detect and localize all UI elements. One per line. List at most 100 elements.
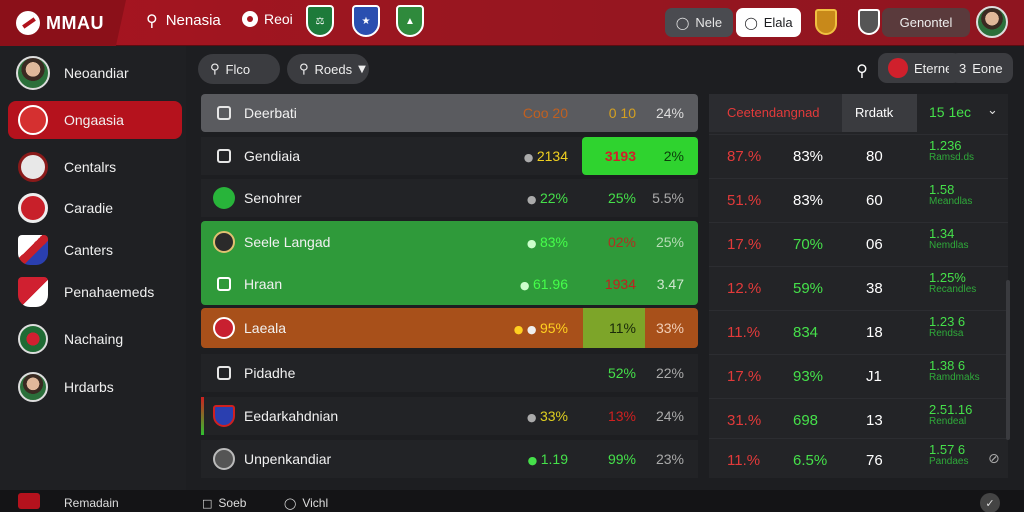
sidebar-item-label: Centalrs <box>64 159 117 175</box>
row-checkbox[interactable] <box>217 366 231 380</box>
ball-icon: ● <box>527 454 541 467</box>
row-indicator <box>201 397 204 435</box>
profile-name: Neoandiar <box>64 65 129 81</box>
stats-row[interactable]: 17.% 70% 06 1.34 Nemdlas <box>709 222 1008 266</box>
filter-icon: ⚲ <box>299 61 309 77</box>
circle-icon: ◯ <box>744 15 758 30</box>
profile-avatar <box>16 56 50 90</box>
ball-icon: ● <box>526 237 540 250</box>
edit-icon[interactable]: ✓ <box>980 493 1000 512</box>
club-crest-icon[interactable] <box>858 9 880 35</box>
stat-sublabel: Rendsa <box>929 328 964 339</box>
stat-value: 1.25% <box>929 270 966 285</box>
row-col3: 33% <box>655 320 684 336</box>
stat-col1: 51.% <box>727 192 762 209</box>
stats-row[interactable]: 11.% 6.5% 76 1.57 6 Pandaes ⊘ <box>709 438 1008 482</box>
table-row[interactable]: Hraan ● 61.96 1934 3.47 <box>201 265 698 303</box>
bottom-item-vichl[interactable]: ◯ Vichl <box>284 496 328 510</box>
sidebar-item-canters[interactable]: Canters <box>8 231 182 269</box>
button-label: Eterne <box>914 60 953 76</box>
row-col3: 25% <box>655 234 684 250</box>
stat-col3: 76 <box>866 452 883 469</box>
stats-row[interactable]: 11.% 834 18 1.23 6 Rendsa <box>709 310 1008 354</box>
stat-col3: 60 <box>866 192 883 209</box>
app-logo[interactable]: MMAU <box>0 0 126 46</box>
sidebar-item-ongaasia[interactable]: Ongaasia <box>8 101 182 139</box>
square-icon: □ <box>202 496 213 510</box>
table-row[interactable]: Eedarkahdnian ● 33% 13% 24% <box>201 397 698 435</box>
stat-value: 1.236 <box>929 138 962 153</box>
sidebar-item-penahaemeds[interactable]: Penahaemeds <box>8 273 182 311</box>
header-cell-bg <box>709 94 842 132</box>
team-crest-icon[interactable]: ★ <box>352 5 380 37</box>
sidebar-profile[interactable]: Neoandiar <box>8 54 182 92</box>
filter-icon: ⚲ <box>210 61 220 77</box>
status-icon <box>213 187 235 209</box>
filter-pill-nele[interactable]: ◯ Nele <box>665 8 733 37</box>
row-col1: ● ● 95% <box>514 320 568 336</box>
eone-button[interactable]: 3 Eone <box>949 53 1013 83</box>
nav-item-label: Reoi <box>264 11 293 27</box>
table-row[interactable]: Laeala ● ● 95% 11% 33% <box>201 308 698 348</box>
club-crest-icon[interactable] <box>815 9 837 35</box>
table-row[interactable]: Gendiaia ● 2134 3193 2% <box>201 137 698 175</box>
row-col1-value: 83% <box>539 234 568 250</box>
stats-row[interactable]: 51.% 83% 60 1.58 Meandlas <box>709 178 1008 222</box>
scroll-down-icon[interactable]: ⊘ <box>988 451 1000 467</box>
team-crest-icon[interactable]: ⚖ <box>306 5 334 37</box>
row-name: Senohrer <box>244 190 302 206</box>
eterne-button[interactable]: Eterne <box>878 53 963 83</box>
sidebar-item-nachaing[interactable]: Nachaing <box>8 320 182 358</box>
stats-row[interactable]: 87.% 83% 80 1.236 Ramsd.ds <box>709 134 1008 178</box>
scrollbar[interactable] <box>1006 280 1010 440</box>
stats-row[interactable]: 12.% 59% 38 1.25% Recandles <box>709 266 1008 310</box>
sidebar-item-centalrs[interactable]: Centalrs <box>8 148 182 186</box>
row-checkbox[interactable] <box>217 277 231 291</box>
sidebar-item-hrdarbs[interactable]: Hrdarbs <box>8 368 182 406</box>
stat-col1: 11.% <box>727 452 761 469</box>
stat-col3: 06 <box>866 236 883 253</box>
filter-button[interactable]: ⚲ Flco <box>198 54 280 84</box>
row-checkbox[interactable] <box>217 149 231 163</box>
ball-icon: ● <box>519 279 533 292</box>
header-col3: 24% <box>655 105 684 121</box>
stat-col1: 87.% <box>727 148 762 165</box>
filter-pill-elala[interactable]: ◯ Elala <box>736 8 801 37</box>
nav-item-reoi[interactable]: Reoi <box>242 11 293 27</box>
row-col1-value: 95% <box>539 320 568 336</box>
chevron-down-icon[interactable]: ⌄ <box>987 103 998 118</box>
header-col3[interactable]: 15 1ec <box>929 104 972 120</box>
table-row[interactable]: Pidadhe 52% 22% <box>201 354 698 392</box>
table-row[interactable]: Unpenkandiar ● 1.19 99% 23% <box>201 440 698 478</box>
team-crest-icon[interactable]: ▲ <box>396 5 424 37</box>
stat-col4: 1.236 Ramsd.ds <box>929 138 974 164</box>
row-col1: ● 83% <box>527 234 568 250</box>
stat-sublabel: Nemdlas <box>929 240 969 251</box>
stat-col1: 11.% <box>727 324 761 341</box>
general-button[interactable]: Genontel <box>882 8 970 37</box>
table-row[interactable]: Seele Langad ● 83% 02% 25% <box>201 223 698 261</box>
rounds-dropdown[interactable]: ⚲ Roeds ▼ <box>287 54 369 84</box>
stats-row[interactable]: 31.% 698 13 2.51.16 Rendeal <box>709 398 1008 442</box>
search-icon[interactable]: ⚲ <box>856 60 868 80</box>
table-row[interactable]: Senohrer ● 22% 25% 5.5% <box>201 179 698 217</box>
sidebar-item-caradie[interactable]: Caradie <box>8 189 182 227</box>
stat-col1: 31.% <box>727 412 762 429</box>
stat-col1: 17.% <box>727 236 762 253</box>
row-col1: ● 2134 <box>524 148 568 164</box>
select-all-checkbox[interactable] <box>217 106 231 120</box>
club-badge-icon <box>213 405 235 427</box>
bottom-logo[interactable] <box>18 493 40 509</box>
bottom-item-label: Soeb <box>218 496 247 510</box>
row-col2: 02% <box>607 234 636 250</box>
bottom-item-soeb[interactable]: □ Soeb <box>202 496 246 510</box>
stats-row[interactable]: 17.% 93% J1 1.38 6 Ramdmaks <box>709 354 1008 398</box>
row-name: Eedarkahdnian <box>244 408 339 424</box>
stat-value: 1.58 <box>929 182 955 197</box>
stat-col4: 1.38 6 Ramdmaks <box>929 359 980 384</box>
header-name: Deerbati <box>244 105 297 121</box>
user-avatar[interactable] <box>976 6 1008 38</box>
brand-icon <box>18 493 40 509</box>
stat-col2: 6.5% <box>793 452 828 469</box>
top-search[interactable]: ⚲ Nenasia <box>146 11 221 30</box>
